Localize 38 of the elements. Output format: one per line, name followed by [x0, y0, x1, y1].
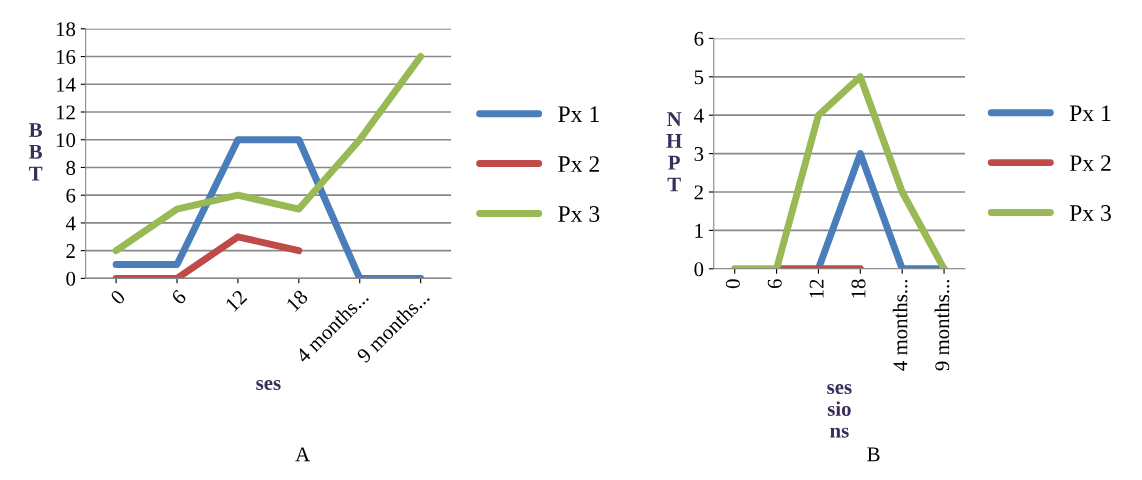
y-tick-label: 0	[694, 262, 704, 277]
x-tick-label: 12	[809, 279, 824, 298]
text: A	[295, 447, 310, 462]
y-tick-label: 6	[66, 188, 76, 203]
y-tick-label: 18	[56, 22, 76, 37]
y-tick-label: 1	[695, 223, 703, 238]
y-tick-label: 10	[56, 133, 76, 148]
x-tick-label: 0	[109, 289, 126, 306]
x-tick-label: 6	[170, 289, 187, 306]
y-tick-label: 14	[56, 77, 76, 92]
x-axis-title: ses	[256, 379, 281, 390]
x-tick-label: 12	[224, 289, 248, 312]
y-tick-label: 5	[694, 70, 704, 85]
y-axis-title: B B T	[29, 123, 43, 181]
text: B	[867, 447, 880, 462]
y-tick-label: 4	[694, 108, 704, 123]
x-tick-label: 9 months...	[934, 279, 950, 371]
legend-label: Px 2	[1069, 155, 1111, 171]
legend-label: Px 3	[1069, 205, 1111, 221]
legend-label: Px 1	[558, 106, 599, 122]
y-tick-label: 8	[66, 160, 76, 175]
x-axis-title: ses sio ns	[827, 384, 852, 438]
legend-label: Px 2	[558, 156, 599, 172]
y-tick-label: 2	[66, 244, 75, 258]
x-tick-label: 4 months...	[892, 279, 908, 371]
legend-label: Px 1	[1069, 105, 1111, 121]
y-tick-label: 3	[694, 147, 704, 162]
legend-label: Px 3	[558, 206, 600, 222]
x-tick-label: 18	[285, 289, 309, 312]
y-tick-label: 16	[56, 49, 76, 64]
y-axis-title: N H P T	[666, 112, 682, 192]
x-tick-label: 18	[851, 279, 866, 298]
y-tick-label: 6	[694, 31, 704, 46]
y-tick-label: 4	[65, 216, 76, 231]
x-tick-label: 0	[725, 279, 740, 289]
y-tick-label: 2	[694, 185, 703, 200]
x-tick-label: 6	[767, 279, 782, 289]
y-tick-label: 12	[56, 105, 75, 120]
